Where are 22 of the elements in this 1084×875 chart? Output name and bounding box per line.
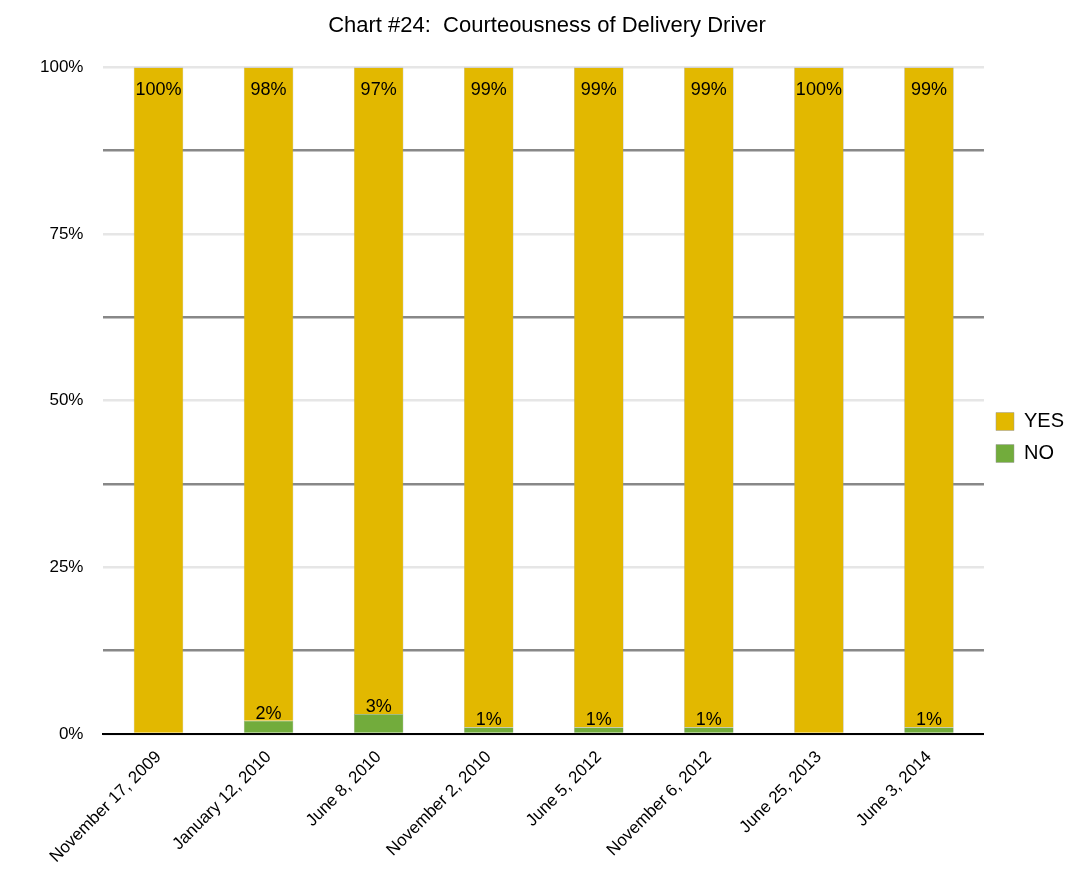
data-label: 1%: [585, 709, 612, 730]
y-tick-label: 0%: [58, 723, 84, 743]
data-label: 3%: [365, 695, 392, 716]
data-label: 98%: [250, 79, 287, 100]
data-label: 99%: [690, 79, 727, 100]
y-tick-label: 75%: [49, 223, 84, 243]
y-tick-label: 100%: [40, 57, 84, 77]
data-label: 99%: [910, 79, 947, 100]
legend-label: NO: [1023, 441, 1054, 464]
chart-title: Chart #24: Courteousness of Delivery Driver: [328, 12, 766, 38]
data-label: 1%: [695, 709, 722, 730]
data-label: 99%: [580, 79, 617, 100]
data-label: 1%: [475, 709, 502, 730]
data-label: 1%: [915, 709, 942, 730]
y-tick-label: 50%: [49, 390, 84, 410]
data-label: 97%: [360, 79, 397, 100]
y-tick-label: 25%: [49, 557, 84, 577]
data-label: 2%: [255, 702, 282, 723]
data-label: 99%: [470, 79, 507, 100]
legend-label: YES: [1023, 409, 1065, 432]
data-label: 100%: [135, 79, 182, 100]
data-label: 100%: [795, 79, 842, 100]
